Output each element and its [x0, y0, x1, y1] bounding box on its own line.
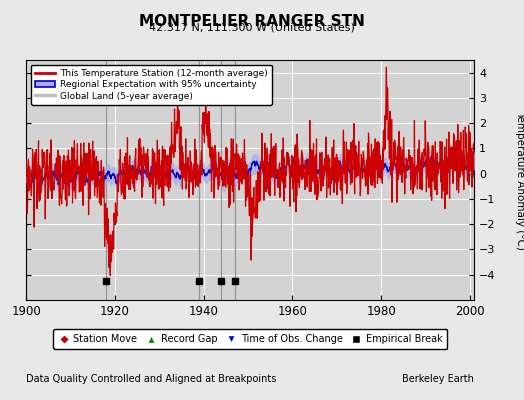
Text: Berkeley Earth: Berkeley Earth [402, 374, 474, 384]
Legend: This Temperature Station (12-month average), Regional Expectation with 95% uncer: This Temperature Station (12-month avera… [31, 64, 272, 105]
Text: 42.317 N, 111.300 W (United States): 42.317 N, 111.300 W (United States) [149, 22, 354, 32]
Text: MONTPELIER RANGER STN: MONTPELIER RANGER STN [138, 14, 365, 29]
Legend: Station Move, Record Gap, Time of Obs. Change, Empirical Break: Station Move, Record Gap, Time of Obs. C… [53, 329, 447, 349]
Y-axis label: Temperature Anomaly (°C): Temperature Anomaly (°C) [515, 110, 524, 250]
Text: Data Quality Controlled and Aligned at Breakpoints: Data Quality Controlled and Aligned at B… [26, 374, 277, 384]
